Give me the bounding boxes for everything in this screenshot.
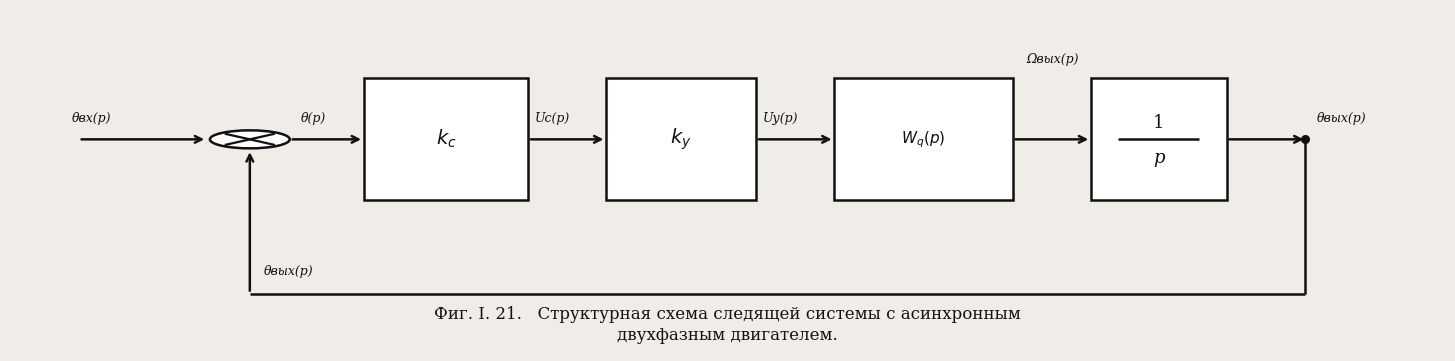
Text: θ(р): θ(р) (301, 112, 326, 125)
Text: $k_y$: $k_y$ (671, 127, 693, 152)
Text: Фиг. I. 21.   Структурная схема следящей системы с асинхронным: Фиг. I. 21. Структурная схема следящей с… (434, 306, 1021, 323)
Text: θвых(р): θвых(р) (1317, 112, 1366, 125)
Bar (607, 78, 757, 200)
Text: Uу(р): Uу(р) (764, 112, 799, 125)
Text: $W_q(p)$: $W_q(p)$ (901, 129, 946, 150)
Bar (835, 78, 1013, 200)
Bar (364, 78, 528, 200)
Text: двухфазным двигателем.: двухфазным двигателем. (617, 327, 838, 344)
Text: Ωвых(р): Ωвых(р) (1026, 52, 1078, 66)
Text: 1: 1 (1152, 114, 1164, 132)
Bar (1091, 78, 1227, 200)
Text: $k_c$: $k_c$ (435, 128, 457, 151)
Text: θвх(р): θвх(р) (71, 112, 111, 125)
Circle shape (210, 130, 290, 148)
Text: θвых(р): θвых(р) (265, 265, 314, 278)
Text: Uс(р): Uс(р) (535, 112, 570, 125)
Text: p: p (1152, 149, 1164, 167)
